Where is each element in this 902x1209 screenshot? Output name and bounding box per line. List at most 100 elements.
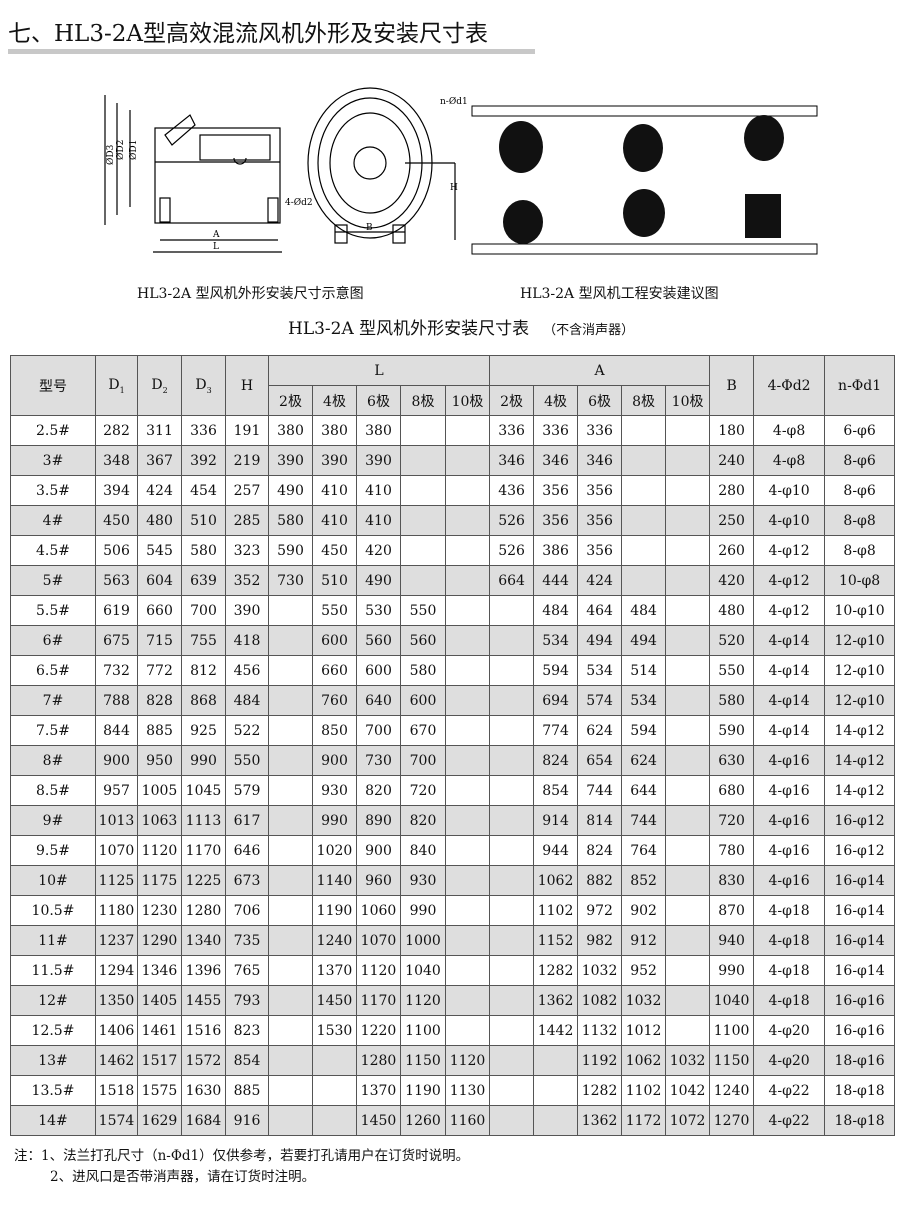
table-cell: 6-φ6: [824, 415, 896, 446]
table-cell: [444, 925, 491, 956]
table-cell: 16-φ12: [824, 805, 896, 836]
table-cell: 545: [137, 535, 182, 566]
table-cell: 480: [137, 505, 182, 536]
table-cell: [621, 505, 667, 536]
table-cell: 1120: [444, 1045, 491, 1076]
table-row: 12.5# 1406 1461 1516 823 1530 1220 1100 1442 1132…: [10, 1015, 896, 1046]
table-cell: 675: [95, 625, 138, 656]
table-cell: 390: [268, 445, 313, 476]
table-cell: [444, 1015, 491, 1046]
table-cell: 823: [225, 1015, 269, 1046]
table-cell: [444, 445, 491, 476]
table-cell: 4-φ10: [753, 505, 826, 536]
table-cell: 410: [356, 475, 401, 506]
table-cell: [444, 505, 491, 536]
table-cell: [665, 505, 711, 536]
table-cell: 484: [225, 685, 269, 716]
table-cell: [444, 625, 491, 656]
table-row: 13# 1462 1517 1572 854 1280 1150 1120 1192 1062 10…: [10, 1045, 896, 1076]
table-cell: 1175: [137, 865, 182, 896]
table-cell: 4-φ18: [753, 895, 826, 926]
table-cell: 506: [95, 535, 138, 566]
table-cell: 550: [709, 655, 755, 686]
table-cell: 1260: [400, 1105, 446, 1136]
table-cell: 639: [181, 565, 226, 596]
table-cell: 1013: [95, 805, 138, 836]
table-row: 2.5# 282 311 336 191 380 380 380 336 336 336 180 4-φ…: [10, 415, 896, 446]
table-cell: 868: [181, 685, 226, 716]
table-cell: [489, 595, 535, 626]
table-cell: [268, 865, 313, 896]
table-cell: [665, 865, 711, 896]
table-cell: 4-φ12: [753, 595, 826, 626]
table-cell: 560: [400, 625, 446, 656]
table-cell: 1102: [533, 895, 579, 926]
table-cell: [489, 685, 535, 716]
table-cell: 1574: [95, 1105, 138, 1136]
table-cell: 814: [577, 805, 623, 836]
table-cell: 870: [709, 895, 755, 926]
table-cell: 390: [356, 445, 401, 476]
table-cell: 765: [225, 955, 269, 986]
table-cell: 14-φ12: [824, 745, 896, 776]
header-h: H: [225, 355, 269, 416]
table-cell: 1150: [709, 1045, 755, 1076]
table-cell: [621, 565, 667, 596]
table-cell: 1040: [709, 985, 755, 1016]
table-cell: [665, 625, 711, 656]
table-cell: 1120: [137, 835, 182, 866]
table-cell: 1362: [577, 1105, 623, 1136]
header-a-pole: 10极: [665, 385, 711, 416]
table-cell: [665, 715, 711, 746]
table-cell: 1062: [533, 865, 579, 896]
table-cell: 4-φ18: [753, 985, 826, 1016]
dimension-table: 型号 D1 D2 D3 H L A B 4-Φd2 n-Φd1 2极 4极 6极 8极…: [10, 355, 896, 1136]
model-cell: 11.5#: [10, 955, 96, 986]
table-cell: 715: [137, 625, 182, 656]
table-cell: 1120: [400, 985, 446, 1016]
table-cell: 824: [533, 745, 579, 776]
header-a-pole: 4极: [533, 385, 579, 416]
table-cell: 960: [356, 865, 401, 896]
table-cell: [268, 715, 313, 746]
table-cell: [444, 655, 491, 686]
table-cell: [489, 745, 535, 776]
header-l-pole: 2极: [268, 385, 313, 416]
table-cell: 1282: [577, 1075, 623, 1106]
table-cell: [268, 685, 313, 716]
table-cell: [665, 925, 711, 956]
table-cell: 673: [225, 865, 269, 896]
table-cell: [665, 595, 711, 626]
table-row: 9# 1013 1063 1113 617 990 890 820 914 814 744 720 4-…: [10, 805, 896, 836]
table-cell: 600: [312, 625, 357, 656]
table-cell: 356: [533, 505, 579, 536]
header-l-pole: 10极: [444, 385, 491, 416]
table-cell: 380: [356, 415, 401, 446]
table-cell: 444: [533, 565, 579, 596]
table-cell: 367: [137, 445, 182, 476]
table-cell: 16-φ12: [824, 835, 896, 866]
table-cell: 16-φ14: [824, 955, 896, 986]
installation-drawing: [471, 105, 818, 255]
table-cell: 18-φ18: [824, 1075, 896, 1106]
table-row: 5.5# 619 660 700 390 550 530 550 484 464 484 480 4-φ…: [10, 595, 896, 626]
table-cell: 16-φ14: [824, 925, 896, 956]
header-d1: D1: [95, 355, 138, 416]
table-cell: 824: [577, 835, 623, 866]
table-cell: 480: [709, 595, 755, 626]
table-cell: 1406: [95, 1015, 138, 1046]
table-cell: [312, 1075, 357, 1106]
table-row: 6.5# 732 772 812 456 660 600 580 594 534 514 550 4-φ…: [10, 655, 896, 686]
table-cell: 484: [621, 595, 667, 626]
table-cell: 4-φ8: [753, 445, 826, 476]
table-cell: 1518: [95, 1075, 138, 1106]
table-cell: 594: [533, 655, 579, 686]
table-cell: 282: [95, 415, 138, 446]
header-b: B: [709, 355, 755, 416]
table-cell: 510: [181, 505, 226, 536]
table-cell: 18-φ16: [824, 1045, 896, 1076]
table-cell: 1572: [181, 1045, 226, 1076]
table-cell: [444, 685, 491, 716]
table-cell: 4-φ22: [753, 1075, 826, 1106]
table-cell: 902: [621, 895, 667, 926]
